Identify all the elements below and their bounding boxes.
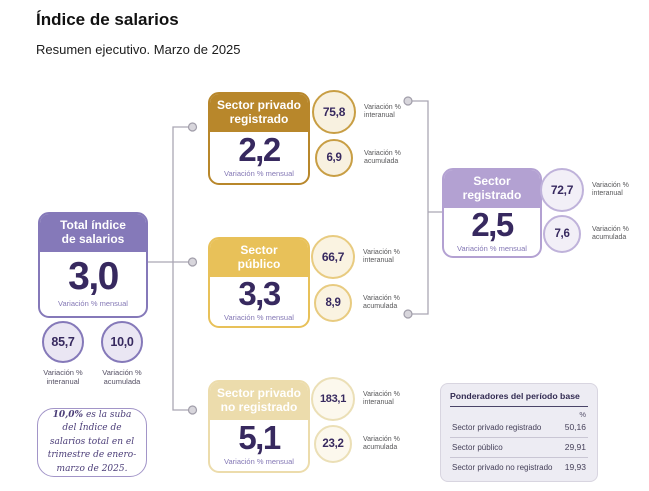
table-row: Sector público 29,91 — [450, 437, 588, 457]
public-sector-monthly-value: 3,3 — [238, 275, 281, 313]
monthly-variation-label: Variación % mensual — [457, 243, 527, 253]
private-registered-accumulated-label: Variación % acumulada — [364, 150, 401, 166]
weights-table-title: Ponderadores del período base — [450, 391, 588, 407]
row-value: 19,93 — [564, 462, 586, 472]
registered-sector-interannual-circle: 72,7 — [540, 168, 584, 212]
node-private-registered: Sector privado registrado 2,2 Variación … — [208, 92, 310, 185]
table-row: Sector privado registrado 50,16 — [450, 419, 588, 437]
private-unregistered-interannual-circle: 183,1 — [311, 377, 355, 421]
monthly-variation-label: Variación % mensual — [58, 298, 128, 308]
connector-dot — [403, 96, 413, 106]
private-registered-interannual-circle: 75,8 — [312, 90, 356, 134]
public-sector-accumulated-label: Variación % acumulada — [363, 295, 400, 311]
total-accumulated-label: Variación % acumulada — [102, 368, 142, 387]
monthly-variation-label: Variación % mensual — [224, 313, 294, 323]
public-sector-interannual-circle: 66,7 — [311, 235, 355, 279]
total-monthly-value: 3,0 — [68, 254, 119, 298]
private-unregistered-accumulated-label: Variación % acumulada — [363, 436, 400, 452]
node-registered-sector: Sector registrado 2,5 Variación % mensua… — [442, 168, 542, 258]
private-unregistered-monthly-value: 5,1 — [238, 419, 281, 457]
base-period-weights-table: Ponderadores del período base % Sector p… — [440, 383, 598, 482]
private-unregistered-interannual-label: Variación % interanual — [363, 391, 400, 407]
total-accumulated-circle: 10,0 — [101, 321, 143, 363]
node-private-unregistered-title: Sector privado no registrado — [210, 382, 308, 420]
node-private-registered-title: Sector privado registrado — [210, 94, 308, 132]
quarter-note-text: 10,0% es la suba del Índice de salarios … — [47, 409, 137, 474]
page-title: Índice de salarios — [36, 10, 179, 29]
row-value: 50,16 — [564, 422, 586, 432]
monthly-variation-label: Variación % mensual — [224, 169, 294, 179]
registered-sector-accumulated-label: Variación % acumulada — [592, 226, 629, 242]
total-interannual-circle: 85,7 — [42, 321, 84, 363]
node-private-unregistered: Sector privado no registrado 5,1 Variaci… — [208, 380, 310, 473]
row-label: Sector privado no registrado — [452, 462, 553, 472]
public-sector-accumulated-circle: 8,9 — [314, 284, 352, 322]
private-registered-interannual-label: Variación % interanual — [364, 104, 401, 120]
total-interannual-label: Variación % interanual — [43, 368, 83, 387]
table-row: Sector privado no registrado 19,93 — [450, 457, 588, 477]
private-registered-accumulated-circle: 6,9 — [315, 139, 353, 177]
connector-dot — [403, 309, 413, 319]
row-value: 29,91 — [564, 442, 586, 452]
monthly-variation-label: Variación % mensual — [224, 457, 294, 467]
left-bracket-line — [148, 126, 188, 411]
node-public-sector-title: Sector público — [210, 239, 308, 277]
node-public-sector: Sector público 3,3 Variación % mensual — [208, 237, 310, 328]
page-subtitle: Resumen ejecutivo. Marzo de 2025 — [36, 42, 241, 57]
public-sector-interannual-label: Variación % interanual — [363, 249, 400, 265]
right-bracket-line — [412, 100, 442, 315]
weights-table-unit-header: % — [579, 410, 586, 419]
row-label: Sector público — [452, 442, 503, 452]
registered-sector-interannual-label: Variación % interanual — [592, 182, 629, 198]
registered-sector-accumulated-circle: 7,6 — [543, 215, 581, 253]
private-unregistered-accumulated-circle: 23,2 — [314, 425, 352, 463]
node-registered-sector-title: Sector registrado — [444, 170, 540, 208]
row-label: Sector privado registrado — [452, 422, 542, 432]
connector-dot — [187, 122, 198, 132]
connector-dot — [187, 405, 198, 415]
private-registered-monthly-value: 2,2 — [238, 131, 281, 169]
node-total-index-title: Total índice de salarios — [40, 214, 146, 252]
registered-sector-monthly-value: 2,5 — [471, 205, 514, 243]
node-total-index: Total índice de salarios 3,0 Variación %… — [38, 212, 148, 318]
connector-dot — [187, 257, 198, 267]
quarter-note: 10,0% es la suba del Índice de salarios … — [37, 408, 147, 477]
